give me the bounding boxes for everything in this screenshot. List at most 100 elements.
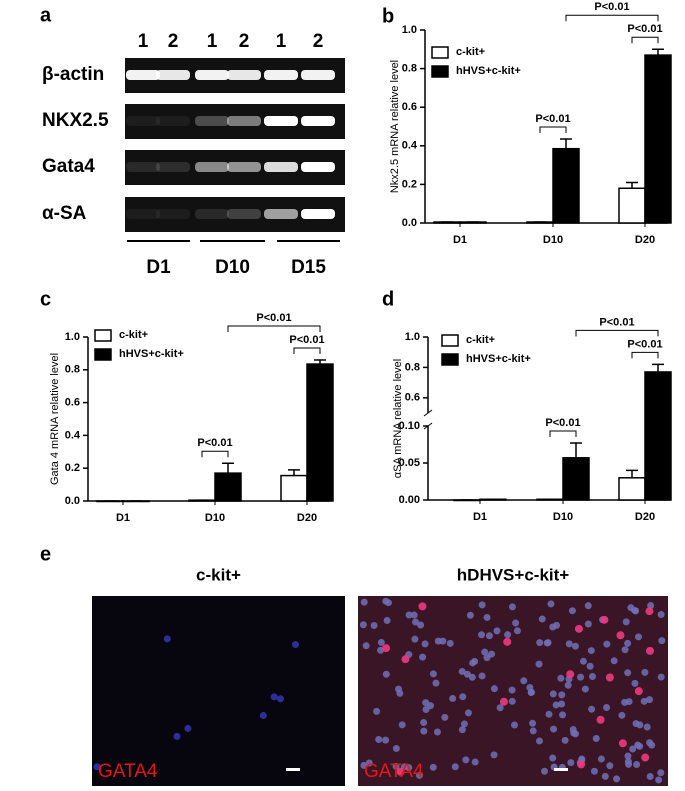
nucleus	[603, 703, 611, 711]
error-bar	[222, 462, 234, 474]
gel-band	[264, 116, 298, 126]
error-bar	[652, 363, 664, 372]
panel-label: c	[40, 288, 51, 310]
y-tick-label: 0.8	[65, 364, 80, 376]
nucleus	[471, 758, 479, 766]
nucleus	[481, 648, 489, 656]
gel-band	[156, 116, 190, 126]
nucleus	[433, 728, 441, 736]
nucleus	[536, 639, 544, 647]
gel-band	[227, 162, 261, 172]
lane-label: 1	[207, 31, 218, 52]
y-tick-label: 0.4	[402, 140, 418, 152]
nucleus	[446, 639, 454, 647]
panel-label: e	[40, 543, 51, 565]
y-tick-label: 0.2	[402, 178, 417, 190]
significance-label: P<0.01	[256, 312, 291, 324]
nucleus	[270, 693, 278, 701]
x-tick-label: D10	[543, 234, 563, 246]
error-bar	[288, 469, 300, 476]
gata4-nucleus	[605, 673, 614, 682]
scale-bar	[554, 768, 568, 771]
significance-label: P<0.01	[197, 437, 232, 449]
row-label: α-SA	[42, 203, 87, 224]
gata4-nucleus	[600, 615, 609, 624]
gata4-nucleus	[618, 739, 627, 748]
nucleus	[587, 647, 595, 655]
nucleus	[641, 668, 649, 676]
nucleus	[633, 761, 641, 769]
nucleus	[558, 700, 566, 708]
gel-band	[156, 209, 190, 219]
y-tick-label: 0.05	[399, 457, 420, 469]
nucleus	[535, 660, 543, 668]
significance-bracket	[201, 450, 229, 458]
nucleus	[434, 637, 442, 645]
nucleus	[483, 613, 491, 621]
lane-label: 1	[138, 31, 149, 52]
nucleus	[570, 729, 578, 737]
nucleus	[382, 670, 390, 678]
y-tick-label: 0.00	[399, 494, 420, 506]
nucleus	[557, 674, 565, 682]
nucleus	[441, 713, 449, 721]
nucleus	[618, 711, 626, 719]
nucleus	[526, 684, 534, 692]
nucleus	[420, 718, 428, 726]
nucleus	[458, 667, 466, 675]
nucleus	[460, 720, 468, 728]
nucleus	[429, 763, 437, 771]
nucleus	[624, 752, 632, 760]
micrograph-title: c-kit+	[196, 565, 241, 584]
nucleus	[538, 615, 546, 623]
nucleus	[544, 639, 552, 647]
y-axis-label: Nkx2.5 mRNA relative level	[389, 60, 401, 193]
legend-label: c-kit+	[456, 46, 485, 58]
gel-band	[126, 70, 160, 80]
bar	[280, 474, 308, 502]
gata4-nucleus	[616, 631, 625, 640]
group-label: D10	[215, 257, 250, 278]
legend-swatch	[94, 348, 112, 361]
nucleus	[658, 637, 666, 645]
legend-label: c-kit+	[119, 329, 148, 341]
nucleus	[559, 711, 567, 719]
nucleus	[291, 641, 299, 649]
nucleus	[550, 725, 558, 733]
nucleus	[459, 693, 467, 701]
nucleus	[485, 632, 493, 640]
nucleus	[370, 621, 378, 629]
gel-band	[301, 70, 335, 80]
gel-band	[195, 162, 229, 172]
nucleus	[360, 598, 368, 606]
nucleus	[513, 627, 521, 635]
nucleus	[568, 607, 576, 615]
stain-label: GATA4	[98, 761, 158, 782]
gel-band	[227, 116, 261, 126]
nucleus	[429, 670, 437, 678]
x-tick-label: D10	[553, 511, 573, 523]
nucleus	[259, 711, 267, 719]
nucleus	[466, 611, 474, 619]
error-bar	[652, 48, 664, 56]
nucleus	[588, 705, 596, 713]
y-tick-label: 0.4	[65, 429, 81, 441]
gata4-nucleus	[566, 670, 575, 679]
legend-label: hHVS+c-kit+	[456, 65, 521, 77]
gel-band	[195, 209, 229, 219]
group-label: D15	[291, 257, 326, 278]
nucleus	[545, 710, 553, 718]
gel-band	[301, 116, 335, 126]
nucleus	[392, 744, 400, 752]
nucleus	[163, 635, 171, 643]
bar	[306, 363, 334, 502]
nucleus	[610, 657, 618, 665]
nucleus	[463, 670, 471, 678]
nucleus	[657, 769, 665, 777]
bar	[214, 472, 242, 502]
nucleus	[571, 642, 579, 650]
significance-bracket	[631, 36, 659, 44]
y-tick-label: 0.0	[65, 495, 80, 507]
nucleus	[558, 691, 566, 699]
nucleus	[451, 763, 459, 771]
